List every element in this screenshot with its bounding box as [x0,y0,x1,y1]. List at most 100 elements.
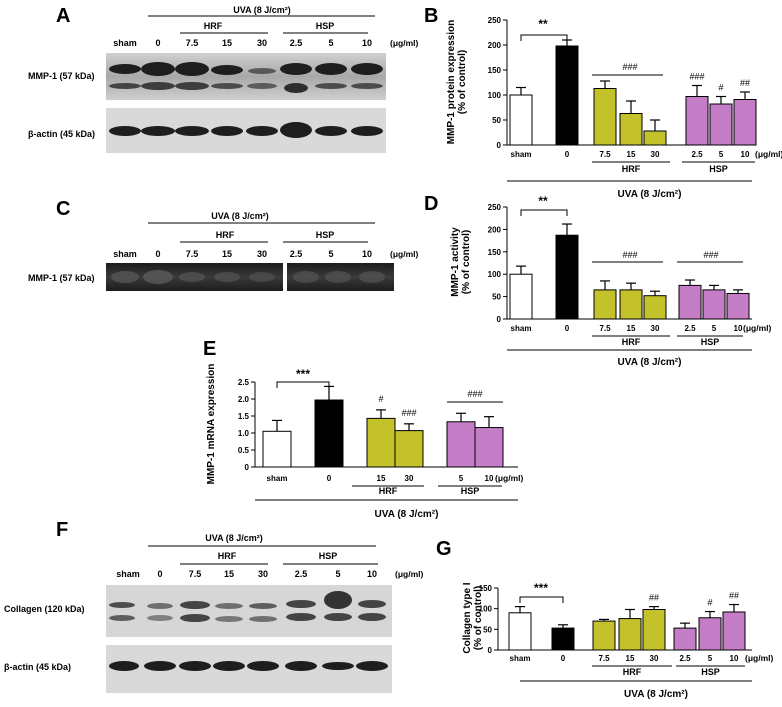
lane-label: sham [113,249,137,259]
bar [722,611,746,651]
bar [593,289,617,320]
category-label: 0 [565,150,570,159]
y-tick-label: 50 [483,625,492,634]
panel-a-hrf-label: HRF [204,21,223,31]
y-tick-label: 200 [488,225,502,234]
lane-label: 10 [362,38,372,48]
significance-label: *** [296,367,310,381]
bar [509,273,533,320]
panel-b-letter: B [424,5,438,27]
panel-c-uva-label: UVA (8 J/cm²) [211,211,269,221]
panel-a: A UVA (8 J/cm²) HRF HSP sham 0 7.5 15 30… [28,5,419,153]
blot-label-collagen: Collagen (120 kDa) [4,604,85,614]
category-label: 5 [712,324,717,333]
zymo-bands [111,270,385,284]
panel-f-lane-labels: sham 0 7.5 15 30 2.5 5 10 (μg/ml) [116,569,423,579]
y-axis-label: MMP-1 protein expression [446,20,457,144]
category-label: 7.5 [599,150,611,159]
significance-label: ### [622,62,637,72]
panel-f: F UVA (8 J/cm²) HRF HSP sham 0 7.5 15 30… [4,519,424,693]
unit-label: (μg/ml) [495,473,524,483]
significance-mark: ### [689,72,704,82]
bar [593,88,617,146]
category-label: 30 [650,654,659,663]
bar [643,130,667,146]
significance-mark: # [378,394,383,404]
lane-label: 10 [367,569,377,579]
bar [643,295,667,320]
category-label: 15 [627,150,636,159]
panel-c-letter: C [56,198,70,220]
bar [709,103,733,146]
y-axis-label: (% of control) [461,230,472,294]
lane-label: 30 [257,249,267,259]
mmp1-bands [109,62,383,93]
category-label: 5 [459,474,464,483]
panel-f-hsp-label: HSP [319,551,338,561]
category-label: 5 [708,654,713,663]
zymogram-label: MMP-1 (57 kDa) [28,273,95,283]
category-label: sham [511,324,532,333]
bar [642,608,666,651]
bar [366,417,396,468]
y-tick-label: 50 [492,116,501,125]
y-tick-label: 0.5 [238,446,250,455]
bar [619,113,643,146]
bar [394,430,424,468]
lane-label: sham [113,38,137,48]
y-tick-label: 100 [479,605,493,614]
bar [685,96,709,146]
category-label: 2.5 [684,324,696,333]
category-label: sham [267,474,288,483]
unit-label: (μg/ml) [755,149,782,159]
panel-a-uva-label: UVA (8 J/cm²) [233,5,291,15]
group-label-hrf: HRF [622,164,641,174]
collagen-bands [109,591,386,622]
significance-label: ** [538,194,548,208]
group-label-hrf: HRF [623,667,642,677]
category-label: 10 [741,150,750,159]
panel-f-uva-label: UVA (8 J/cm²) [205,533,263,543]
category-label: 7.5 [598,654,610,663]
unit-label: (μg/ml) [743,323,772,333]
bar [474,427,504,468]
y-tick-label: 2.0 [238,395,250,404]
category-label: 30 [405,474,414,483]
actin-bands [109,122,383,138]
unit-label: (μg/ml) [390,38,419,48]
mmp1-blot [106,53,386,100]
lane-label: 2.5 [295,569,308,579]
significance-bracket [520,209,568,216]
bar [726,292,750,320]
y-tick-label: 1.0 [238,429,250,438]
group-label-hsp: HSP [701,667,720,677]
category-label: 2.5 [679,654,691,663]
significance-label: ### [622,250,637,260]
bar [446,421,476,468]
actin-bands-f [109,661,388,671]
category-label: 0 [565,324,570,333]
y-tick-label: 250 [488,16,502,25]
bar [673,627,697,651]
significance-label: ### [703,250,718,260]
y-axis-label: (% of control) [473,586,484,650]
lane-label: 5 [328,249,333,259]
bar [733,99,757,146]
panel-a-lane-labels: sham 0 7.5 15 30 2.5 5 10 (μg/ml) [113,38,418,48]
bar [678,284,702,320]
lane-label: 30 [257,38,267,48]
significance-label: ** [538,17,548,31]
significance-bracket [520,34,568,41]
bar [555,45,579,146]
collagen-blot [106,585,392,637]
y-axis-label: MMP-1 mRNA expression [206,364,217,485]
y-tick-label: 0 [245,463,250,472]
group-label-hsp: HSP [709,164,728,174]
panel-c-hsp-label: HSP [316,230,335,240]
chart-e-mmp1-mrna: 0 0.5 1.0 1.5 2.0 2.5 MMP-1 mRNA expression sha… [206,364,524,520]
y-axis-label: (% of control) [457,50,468,114]
category-label: 15 [627,324,636,333]
category-label: 0 [561,654,566,663]
